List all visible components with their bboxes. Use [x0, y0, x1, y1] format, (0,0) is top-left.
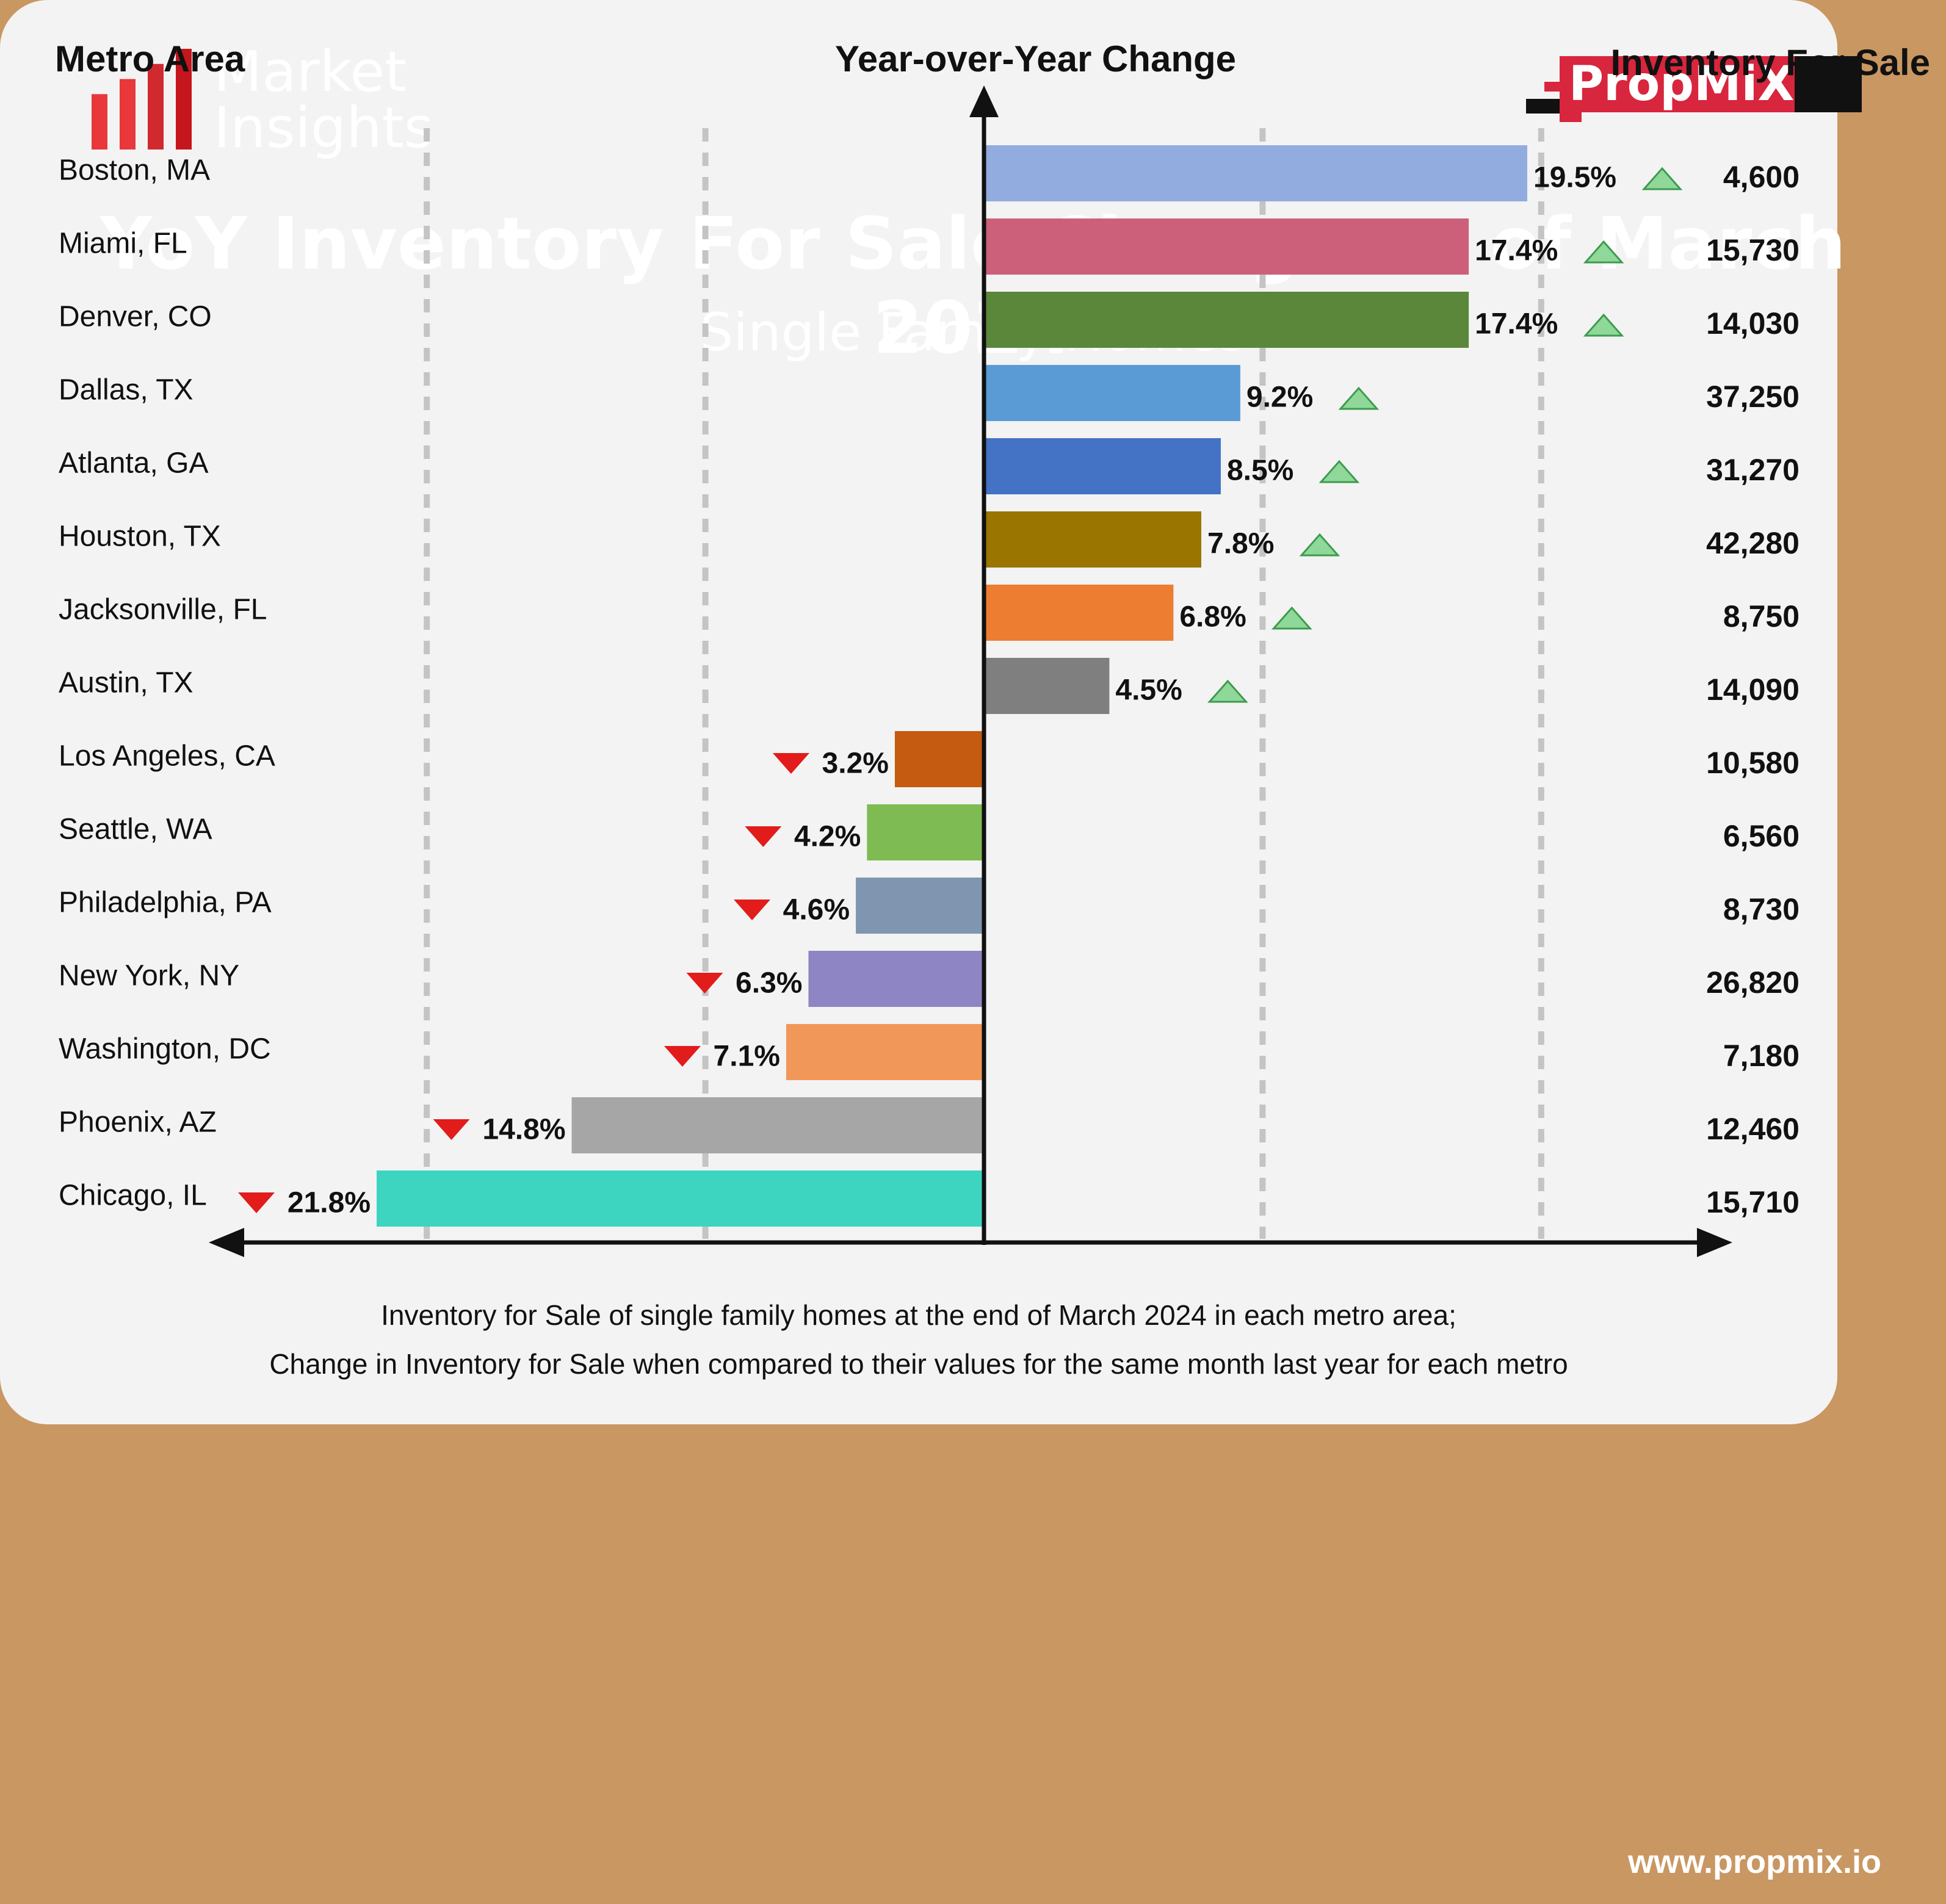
- website-url: www.propmix.io: [1627, 1844, 1881, 1880]
- chart-panel: Boston, MA 4,600 19.5% Miami, FL 15,730 17.4%…: [0, 0, 1930, 1424]
- inventory-value: 6,560: [1723, 819, 1800, 853]
- y-axis-arrow-icon: [969, 85, 999, 117]
- value-label: 4.5%: [1115, 674, 1182, 707]
- up-arrow-icon: [1338, 386, 1380, 410]
- bar: [984, 658, 1110, 714]
- inventory-value: 8,750: [1723, 599, 1800, 633]
- metro-label: Jacksonville, FL: [59, 594, 267, 626]
- up-arrow-icon: [1207, 679, 1248, 703]
- inventory-value: 15,730: [1706, 233, 1800, 267]
- up-arrow-icon: [1299, 533, 1340, 557]
- metro-label: Houston, TX: [59, 521, 221, 553]
- header-inventory: Inventory For Sale: [1610, 42, 1930, 83]
- value-label: 7.8%: [1207, 528, 1274, 560]
- metro-label: Denver, CO: [59, 301, 212, 333]
- bar: [894, 731, 984, 787]
- bar: [984, 365, 1240, 421]
- metro-label: Philadelphia, PA: [59, 887, 272, 919]
- value-label: 19.5%: [1533, 162, 1616, 194]
- inventory-value: 12,460: [1706, 1112, 1800, 1146]
- value-label: 8.5%: [1227, 455, 1293, 487]
- bar-chart: Boston, MA 4,600 19.5% Miami, FL 15,730 17.4%…: [59, 85, 1800, 1257]
- inventory-value: 4,600: [1723, 160, 1800, 194]
- down-arrow-icon: [664, 1046, 701, 1067]
- market-insights-logo-icon: [92, 49, 192, 150]
- inventory-value: 26,820: [1706, 965, 1800, 1000]
- down-arrow-icon: [734, 900, 771, 920]
- propmix-logo-plate-black: [1795, 56, 1862, 112]
- logo-bar: [120, 79, 136, 150]
- caption-line-2: Change in Inventory for Sale when compar…: [269, 1348, 1568, 1380]
- metro-label: Austin, TX: [59, 667, 194, 699]
- up-arrow-icon: [1583, 313, 1624, 337]
- bar: [984, 145, 1527, 201]
- inventory-value: 10,580: [1706, 746, 1800, 780]
- value-label: 17.4%: [1475, 308, 1558, 341]
- bar: [984, 218, 1469, 275]
- up-arrow-icon: [1271, 606, 1312, 630]
- propmix-logo-bar-red2: [1560, 112, 1582, 122]
- metro-label: New York, NY: [59, 960, 239, 992]
- down-arrow-icon: [433, 1119, 470, 1140]
- propmix-logo-text: PropMiX: [1569, 57, 1795, 112]
- bar: [984, 585, 1174, 641]
- bar: [856, 878, 984, 934]
- logo-bar: [148, 63, 164, 150]
- propmix-logo: PropMiX: [1526, 56, 1862, 122]
- bar: [808, 951, 984, 1007]
- up-arrow-icon: [1583, 240, 1624, 264]
- bar: [984, 292, 1469, 348]
- header-yoy-change: Year-over-Year Change: [835, 38, 1236, 79]
- bar: [984, 511, 1201, 568]
- bar: [786, 1024, 984, 1080]
- logo-bar: [92, 94, 107, 150]
- value-label: 9.2%: [1246, 381, 1313, 414]
- bar: [984, 438, 1221, 494]
- inventory-value: 14,030: [1706, 306, 1800, 341]
- up-arrow-icon: [1318, 460, 1360, 483]
- down-arrow-icon: [772, 753, 809, 774]
- propmix-logo-bar-black: [1526, 99, 1563, 114]
- bar: [377, 1170, 984, 1227]
- metro-label: Dallas, TX: [59, 374, 194, 406]
- metro-label: Phoenix, AZ: [59, 1106, 217, 1139]
- inventory-value: 7,180: [1723, 1039, 1800, 1073]
- metro-label: Chicago, IL: [59, 1180, 207, 1212]
- inventory-value: 8,730: [1723, 892, 1800, 926]
- value-label: 4.6%: [783, 894, 850, 926]
- value-label: 7.1%: [714, 1040, 780, 1073]
- bar: [571, 1097, 984, 1153]
- metro-label: Washington, DC: [59, 1033, 271, 1066]
- down-arrow-icon: [686, 973, 723, 993]
- metro-label: Miami, FL: [59, 228, 187, 260]
- header-metro-area: Metro Area: [55, 38, 245, 79]
- x-axis-left-arrow-icon: [209, 1228, 244, 1257]
- propmix-logo-plate-red: [1560, 56, 1828, 112]
- value-label: 14.8%: [482, 1114, 565, 1146]
- bar: [867, 804, 984, 860]
- inventory-value: 37,250: [1706, 380, 1800, 414]
- inventory-value: 42,280: [1706, 526, 1800, 560]
- inventory-value: 31,270: [1706, 453, 1800, 487]
- metro-label: Los Angeles, CA: [59, 740, 275, 773]
- value-label: 6.8%: [1179, 601, 1246, 633]
- up-arrow-icon: [1641, 167, 1683, 190]
- inventory-value: 14,090: [1706, 673, 1800, 707]
- down-arrow-icon: [745, 826, 782, 847]
- logo-text-market: Market: [214, 39, 407, 104]
- value-label: 3.2%: [822, 748, 889, 780]
- value-label: 21.8%: [288, 1187, 371, 1219]
- value-label: 4.2%: [794, 821, 861, 853]
- inventory-value: 15,710: [1706, 1185, 1800, 1219]
- caption-line-1: Inventory for Sale of single family home…: [381, 1299, 1456, 1331]
- logo-bar: [176, 49, 192, 150]
- x-axis-right-arrow-icon: [1697, 1228, 1732, 1257]
- down-arrow-icon: [238, 1192, 275, 1213]
- metro-label: Boston, MA: [59, 154, 210, 187]
- value-label: 6.3%: [736, 967, 802, 1000]
- logo-text-insights: Insights: [214, 95, 433, 160]
- value-label: 17.4%: [1475, 235, 1558, 267]
- metro-label: Seattle, WA: [59, 813, 212, 846]
- metro-label: Atlanta, GA: [59, 447, 208, 480]
